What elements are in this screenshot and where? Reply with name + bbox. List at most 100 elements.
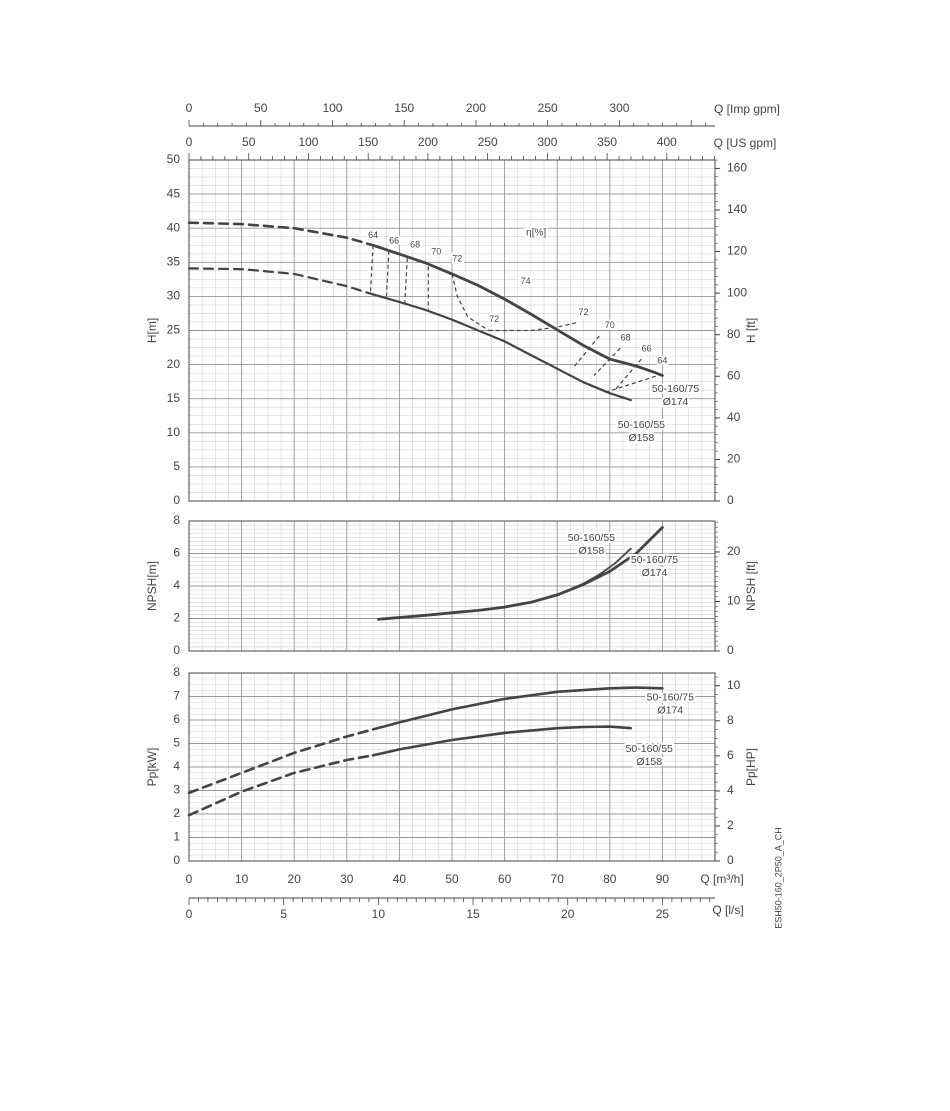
y-tick-label: 20: [167, 357, 181, 371]
imp-tick-label: 200: [466, 101, 486, 115]
power-frame: [188, 672, 716, 862]
efficiency-label: 68: [621, 332, 631, 342]
efficiency-label: 68: [410, 240, 420, 250]
efficiency-label: 64: [368, 230, 378, 240]
efficiency-label: 66: [389, 236, 399, 246]
y-tick-label: 6: [173, 546, 180, 560]
y2-tick-label: 20: [727, 452, 741, 466]
y-tick-label: 4: [173, 759, 180, 773]
power-curve-dashed: [187, 754, 375, 817]
head-curve-dashed: [187, 221, 375, 247]
npsh-panel: [188, 520, 720, 652]
y-tick-label: 25: [167, 323, 181, 337]
y2-tick-label: 120: [727, 244, 747, 258]
y2-tick-label: 40: [727, 410, 741, 424]
efficiency-line: [593, 347, 621, 376]
ls-axis-label: Q [l/s]: [712, 903, 743, 917]
y-tick-label: 10: [167, 425, 181, 439]
us-tick-label: 250: [478, 135, 498, 149]
x-tick-label: 30: [340, 872, 354, 886]
y-tick-label: 0: [173, 643, 180, 657]
imp-tick-label: 0: [186, 101, 193, 115]
y2-tick-label: 8: [727, 713, 734, 727]
npsh-frame: [188, 520, 716, 652]
y-tick-label: 5: [173, 736, 180, 750]
power-curve: [371, 686, 664, 731]
us-tick-label: 100: [298, 135, 318, 149]
imp-tick-label: 250: [538, 101, 558, 115]
series-label: Ø174: [663, 396, 689, 408]
us-tick-label: 400: [657, 135, 677, 149]
y-axis-label: H[m]: [145, 318, 159, 343]
ls-tick-label: 5: [280, 907, 287, 921]
efficiency-label: 74: [521, 276, 531, 286]
y-tick-label: 4: [173, 578, 180, 592]
y2-axis-label: H [ft]: [744, 318, 758, 343]
y2-tick-label: 0: [727, 643, 734, 657]
x-tick-label: 60: [498, 872, 512, 886]
head-curve-dashed: [187, 267, 375, 296]
y-tick-label: 45: [167, 186, 181, 200]
efficiency-label: 72: [489, 314, 499, 324]
y2-tick-label: 0: [727, 853, 734, 867]
series-label: Ø174: [657, 704, 683, 716]
y2-tick-label: 6: [727, 748, 734, 762]
x-axis-label: Q [m³/h]: [700, 872, 743, 886]
y-axis-label: Pp[kW]: [145, 748, 159, 787]
y2-tick-label: 80: [727, 327, 741, 341]
us-tick-label: 50: [242, 135, 256, 149]
series-label: 50-160/55: [626, 743, 673, 755]
eta-label: η[%]: [526, 228, 546, 239]
y-tick-label: 7: [173, 689, 180, 703]
y-tick-label: 40: [167, 220, 181, 234]
x-tick-label: 50: [445, 872, 459, 886]
efficiency-label: 72: [452, 253, 462, 263]
y-tick-label: 50: [167, 152, 181, 166]
y2-tick-label: 0: [727, 493, 734, 507]
series-label: 50-160/75: [631, 554, 678, 566]
us-axis-label: Q [US gpm]: [714, 136, 777, 150]
y-tick-label: 0: [173, 493, 180, 507]
y2-tick-label: 140: [727, 202, 747, 216]
y-tick-label: 6: [173, 712, 180, 726]
series-label: 50-160/55: [618, 419, 665, 431]
npsh-curve: [377, 547, 632, 621]
series-label: Ø158: [629, 432, 655, 444]
y2-tick-label: 2: [727, 818, 734, 832]
x-tick-label: 10: [235, 872, 249, 886]
x-tick-label: 0: [186, 872, 193, 886]
x-tick-label: 40: [393, 872, 407, 886]
y-tick-label: 2: [173, 611, 180, 625]
head-panel: [188, 159, 720, 502]
us-tick-label: 300: [537, 135, 557, 149]
series-label: Ø158: [579, 545, 605, 557]
us-tick-label: 150: [358, 135, 378, 149]
y2-axis-label: NPSH [ft]: [744, 561, 758, 611]
ls-tick-label: 25: [656, 907, 670, 921]
efficiency-label: 66: [642, 343, 652, 353]
y2-tick-label: 4: [727, 783, 734, 797]
y2-tick-label: 10: [727, 678, 741, 692]
x-tick-label: 80: [603, 872, 617, 886]
us-tick-label: 350: [597, 135, 617, 149]
efficiency-label: 70: [431, 246, 441, 256]
series-label: 50-160/75: [652, 383, 699, 395]
y-axis-label: NPSH[m]: [145, 561, 159, 611]
ls-tick-label: 0: [186, 907, 193, 921]
y-tick-label: 3: [173, 783, 180, 797]
power-curve-dashed: [187, 728, 375, 795]
ls-tick-label: 20: [561, 907, 575, 921]
y2-tick-label: 160: [727, 161, 747, 175]
ls-tick-label: 10: [372, 907, 386, 921]
y2-axis-label: Pp[HP]: [744, 748, 758, 786]
x-tick-label: 90: [656, 872, 670, 886]
y-tick-label: 0: [173, 853, 180, 867]
y-tick-label: 8: [173, 665, 180, 679]
y-tick-label: 35: [167, 254, 181, 268]
y-tick-label: 8: [173, 513, 180, 527]
series-label: Ø174: [642, 567, 668, 579]
efficiency-label: 64: [657, 356, 667, 366]
y2-tick-label: 20: [727, 544, 741, 558]
x-tick-label: 20: [288, 872, 302, 886]
